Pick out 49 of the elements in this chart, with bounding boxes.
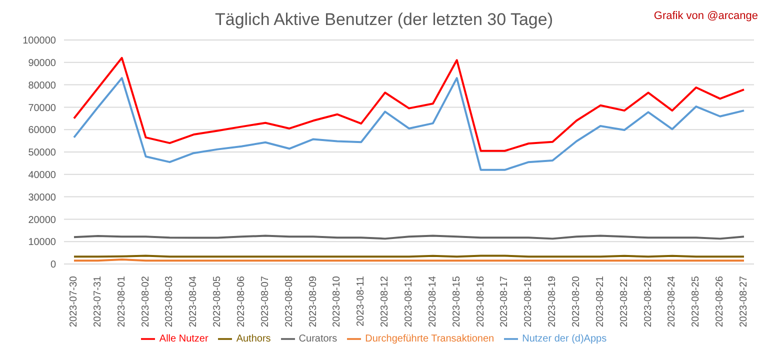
x-tick-label: 2023-08-24 [666, 276, 678, 328]
x-tick-label: 2023-08-22 [618, 276, 630, 328]
x-tick-label: 2023-08-10 [332, 276, 343, 328]
x-tick-label: 2023-08-06 [236, 276, 247, 328]
text: Grafik von @arcange [654, 10, 758, 22]
x-tick-label: 2023-08-27 [738, 276, 750, 328]
x-tick-label: 2023-08-18 [523, 276, 534, 328]
x-tick-label: 2023-08-25 [690, 276, 702, 328]
y-tick-label: 0 [50, 260, 56, 271]
y-tick-label: 40000 [28, 170, 56, 181]
legend-label: Alle Nutzer [159, 334, 208, 345]
x-tick-label: 2023-08-15 [451, 276, 462, 328]
y-tick-label: 70000 [28, 102, 56, 114]
x-tick-label: 2023-08-09 [308, 276, 319, 328]
y-tick-label: 30000 [28, 192, 56, 204]
x-tick-label: 2023-08-05 [212, 276, 224, 328]
x-tick-label: 2023-08-11 [356, 276, 367, 326]
x-tick-label: 2023-08-19 [547, 276, 558, 328]
line-series [73, 56, 745, 152]
y-tick-label: 80000 [28, 80, 56, 92]
line-series [73, 77, 745, 171]
x-tick-label: 2023-08-20 [571, 276, 582, 328]
y-tick-label: 90000 [28, 58, 56, 69]
x-tick-label: 2023-08-21 [594, 276, 606, 328]
x-tick-label: 2023-08-14 [427, 276, 438, 328]
y-tick-label: 50000 [28, 148, 56, 159]
x-tick-label: 2023-07-31 [92, 276, 104, 328]
x-tick-label: 2023-08-12 [380, 276, 391, 328]
x-tick-label: 2023-08-26 [714, 276, 726, 328]
y-tick-label: 20000 [28, 214, 56, 226]
y-tick-label: 100000 [22, 36, 56, 47]
x-tick-label: 2023-08-16 [475, 276, 486, 328]
x-tick-label: 2023-08-17 [499, 276, 510, 328]
x-tick-label: 2023-07-30 [68, 276, 80, 328]
x-tick-label: 2023-08-13 [404, 276, 414, 328]
x-tick-label: 2023-08-03 [164, 276, 176, 328]
chart-title: Täglich Aktive Benutzer (der letzten 30 Tage) [215, 10, 553, 29]
x-tick-label: 2023-08-07 [260, 276, 271, 328]
legend-label: Durchgeführte Transaktionen [365, 334, 494, 345]
legend-label: Nutzer der (d)Apps [522, 334, 607, 345]
x-tick-label: 2023-08-04 [188, 276, 200, 328]
x-tick-label: 2023-08-01 [116, 276, 128, 328]
y-tick-label: 10000 [28, 237, 56, 248]
y-tick-label: 60000 [28, 125, 56, 136]
x-tick-label: 2023-08-23 [642, 276, 654, 328]
x-tick-label: 2023-08-02 [140, 276, 152, 328]
legend-label: Authors [236, 334, 271, 345]
legend-label: Curators [298, 334, 338, 345]
x-tick-label: 2023-08-08 [284, 276, 295, 328]
